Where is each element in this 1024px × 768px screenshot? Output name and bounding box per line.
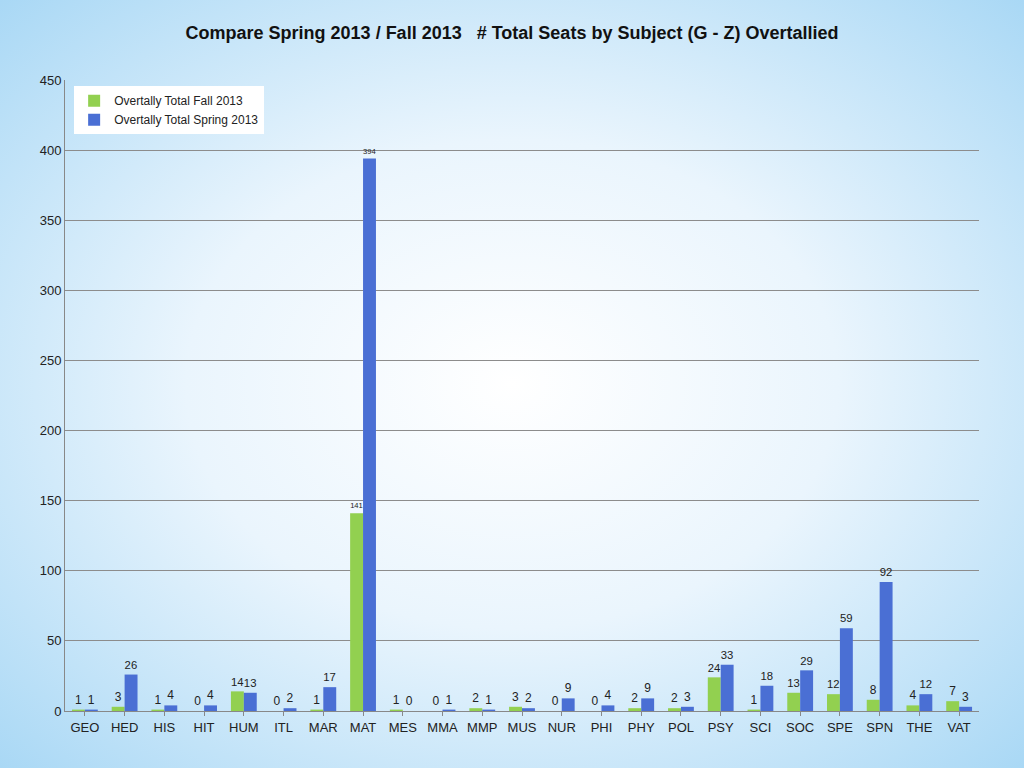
svg-text:12: 12 [827, 678, 840, 690]
svg-text:150: 150 [40, 493, 62, 508]
svg-text:2: 2 [472, 691, 479, 705]
svg-text:Overtally Total Spring 2013: Overtally Total Spring 2013 [114, 113, 258, 127]
svg-text:ITL: ITL [274, 720, 293, 735]
svg-text:50: 50 [47, 633, 61, 648]
svg-text:3: 3 [115, 690, 122, 704]
svg-text:NUR: NUR [548, 720, 576, 735]
svg-text:MMA: MMA [427, 720, 458, 735]
svg-text:2: 2 [671, 691, 678, 705]
svg-text:450: 450 [40, 73, 62, 88]
svg-text:8: 8 [870, 683, 877, 697]
svg-text:PHY: PHY [628, 720, 655, 735]
svg-text:POL: POL [668, 720, 694, 735]
svg-text:33: 33 [721, 649, 734, 661]
svg-text:MUS: MUS [508, 720, 537, 735]
svg-text:2: 2 [287, 691, 294, 705]
svg-text:HUM: HUM [229, 720, 259, 735]
svg-text:PSY: PSY [708, 720, 734, 735]
svg-text:26: 26 [125, 659, 138, 671]
svg-text:250: 250 [40, 353, 62, 368]
svg-text:4: 4 [909, 688, 916, 702]
svg-text:HED: HED [111, 720, 138, 735]
svg-text:29: 29 [800, 655, 813, 667]
svg-text:MMP: MMP [467, 720, 497, 735]
svg-text:92: 92 [880, 566, 893, 578]
svg-text:9: 9 [565, 681, 572, 695]
svg-text:2: 2 [525, 691, 532, 705]
svg-text:300: 300 [40, 283, 62, 298]
svg-text:1: 1 [485, 693, 492, 707]
svg-text:MAR: MAR [309, 720, 338, 735]
svg-text:GEO: GEO [70, 720, 99, 735]
svg-text:13: 13 [244, 677, 257, 689]
svg-text:18: 18 [760, 670, 773, 682]
svg-text:SPN: SPN [866, 720, 893, 735]
svg-text:0: 0 [54, 704, 61, 719]
svg-text:0: 0 [592, 694, 599, 708]
svg-text:200: 200 [40, 423, 62, 438]
svg-text:Compare Spring 2013 / Fall 201: Compare Spring 2013 / Fall 2013 # Total … [186, 23, 839, 43]
svg-text:VAT: VAT [947, 720, 970, 735]
svg-text:59: 59 [840, 612, 853, 624]
svg-text:1: 1 [88, 693, 95, 707]
svg-text:HIT: HIT [194, 720, 215, 735]
svg-text:THE: THE [906, 720, 932, 735]
svg-text:2: 2 [631, 691, 638, 705]
svg-text:MES: MES [389, 720, 418, 735]
svg-text:SOC: SOC [786, 720, 814, 735]
svg-text:3: 3 [512, 690, 519, 704]
svg-text:12: 12 [919, 678, 932, 690]
svg-text:394: 394 [363, 147, 376, 156]
svg-text:9: 9 [644, 681, 651, 695]
svg-text:0: 0 [194, 694, 201, 708]
svg-text:4: 4 [167, 688, 174, 702]
svg-text:0: 0 [406, 694, 413, 708]
svg-text:SPE: SPE [827, 720, 853, 735]
svg-text:1: 1 [75, 693, 82, 707]
svg-text:Overtally Total Fall 2013: Overtally Total Fall 2013 [114, 94, 243, 108]
svg-text:100: 100 [40, 563, 62, 578]
svg-text:MAT: MAT [350, 720, 377, 735]
svg-text:0: 0 [274, 694, 281, 708]
svg-text:SCI: SCI [750, 720, 772, 735]
svg-text:HIS: HIS [154, 720, 176, 735]
svg-text:400: 400 [40, 143, 62, 158]
svg-text:3: 3 [684, 690, 691, 704]
svg-text:1: 1 [313, 693, 320, 707]
svg-text:1: 1 [750, 693, 757, 707]
svg-text:13: 13 [787, 677, 800, 689]
svg-text:7: 7 [949, 684, 956, 698]
svg-text:4: 4 [207, 688, 214, 702]
svg-text:1: 1 [154, 693, 161, 707]
svg-text:17: 17 [323, 671, 336, 683]
svg-text:14: 14 [231, 676, 244, 688]
svg-text:0: 0 [552, 694, 559, 708]
svg-text:1: 1 [393, 693, 400, 707]
svg-text:0: 0 [433, 694, 440, 708]
svg-text:3: 3 [962, 690, 969, 704]
svg-text:4: 4 [604, 688, 611, 702]
svg-text:1: 1 [445, 693, 452, 707]
svg-text:PHI: PHI [591, 720, 613, 735]
svg-text:24: 24 [708, 662, 721, 674]
svg-text:350: 350 [40, 213, 62, 228]
svg-text:141: 141 [350, 501, 363, 510]
